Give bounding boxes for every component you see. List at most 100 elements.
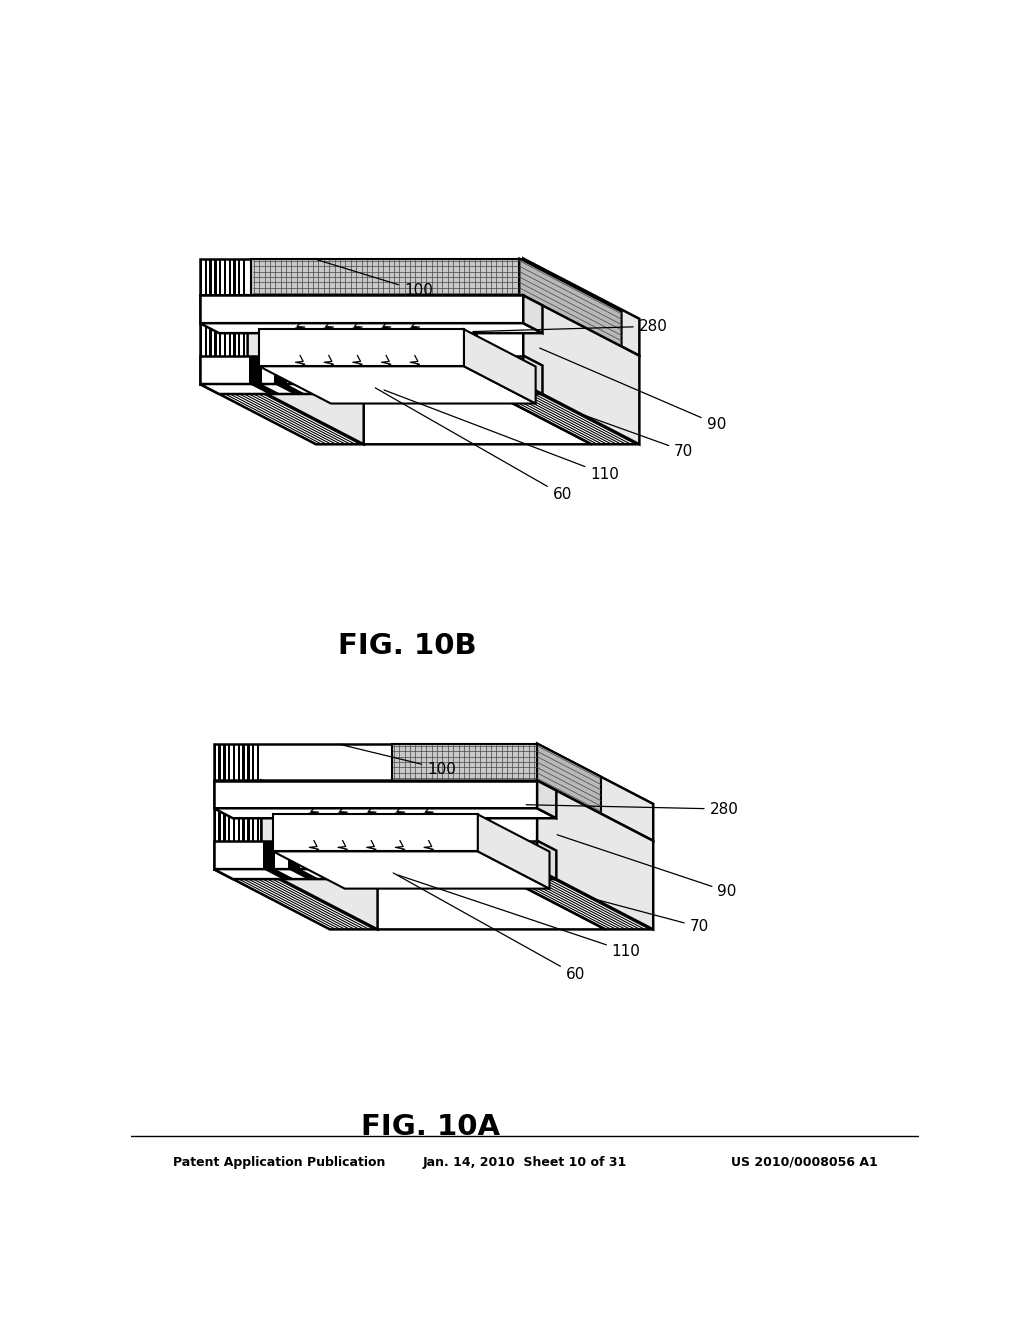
Polygon shape	[362, 869, 394, 879]
Polygon shape	[248, 384, 592, 445]
Text: US 2010/0008056 A1: US 2010/0008056 A1	[731, 1155, 878, 1168]
Polygon shape	[257, 869, 375, 929]
Polygon shape	[223, 259, 226, 296]
Polygon shape	[324, 384, 355, 393]
Polygon shape	[214, 780, 538, 808]
Polygon shape	[228, 296, 230, 384]
Polygon shape	[252, 780, 371, 841]
Polygon shape	[243, 743, 245, 780]
Polygon shape	[299, 384, 331, 393]
Polygon shape	[374, 355, 386, 384]
Polygon shape	[518, 869, 637, 929]
Polygon shape	[489, 384, 608, 445]
Polygon shape	[362, 841, 376, 869]
Text: 70: 70	[584, 414, 693, 458]
Polygon shape	[338, 841, 350, 869]
Polygon shape	[499, 869, 617, 929]
Polygon shape	[495, 869, 612, 929]
Polygon shape	[391, 743, 538, 780]
Polygon shape	[232, 780, 236, 869]
Polygon shape	[228, 780, 346, 841]
Polygon shape	[480, 384, 599, 445]
Polygon shape	[523, 259, 639, 356]
Polygon shape	[238, 780, 356, 841]
Polygon shape	[374, 384, 406, 393]
Polygon shape	[218, 743, 221, 780]
Polygon shape	[509, 869, 627, 929]
Polygon shape	[238, 743, 240, 780]
Polygon shape	[518, 384, 637, 445]
Polygon shape	[200, 296, 203, 384]
Polygon shape	[399, 355, 412, 384]
Polygon shape	[538, 841, 556, 879]
Polygon shape	[504, 384, 623, 445]
Polygon shape	[349, 355, 361, 384]
Polygon shape	[523, 355, 543, 393]
Polygon shape	[252, 743, 254, 780]
Polygon shape	[388, 869, 420, 879]
Polygon shape	[243, 296, 361, 356]
Polygon shape	[424, 384, 456, 393]
Polygon shape	[247, 780, 366, 841]
Polygon shape	[475, 384, 594, 445]
Polygon shape	[243, 296, 245, 384]
Polygon shape	[489, 869, 608, 929]
Polygon shape	[243, 780, 245, 869]
Polygon shape	[205, 296, 324, 356]
Polygon shape	[200, 384, 543, 393]
Polygon shape	[288, 869, 319, 879]
Polygon shape	[232, 780, 351, 841]
Polygon shape	[223, 384, 342, 445]
Polygon shape	[205, 384, 324, 445]
Polygon shape	[214, 869, 378, 929]
Polygon shape	[463, 841, 475, 869]
Polygon shape	[514, 384, 632, 445]
Polygon shape	[223, 296, 342, 356]
Polygon shape	[261, 780, 378, 929]
Polygon shape	[210, 259, 212, 296]
Polygon shape	[475, 384, 639, 445]
Polygon shape	[200, 355, 523, 384]
Polygon shape	[228, 384, 347, 445]
Polygon shape	[228, 743, 230, 780]
Polygon shape	[228, 259, 230, 296]
Polygon shape	[257, 780, 375, 841]
Polygon shape	[257, 743, 259, 780]
Text: 110: 110	[384, 389, 620, 482]
Polygon shape	[252, 780, 254, 869]
Polygon shape	[388, 841, 400, 869]
Text: 280: 280	[473, 318, 668, 334]
Polygon shape	[238, 296, 241, 384]
Polygon shape	[413, 869, 444, 879]
Polygon shape	[538, 780, 556, 818]
Polygon shape	[500, 384, 617, 445]
Polygon shape	[218, 869, 337, 929]
Polygon shape	[214, 780, 216, 869]
Polygon shape	[313, 841, 326, 869]
Polygon shape	[200, 384, 364, 445]
Polygon shape	[238, 259, 241, 296]
Polygon shape	[238, 780, 240, 869]
Polygon shape	[200, 296, 318, 356]
Polygon shape	[338, 869, 370, 879]
Polygon shape	[413, 841, 425, 869]
Polygon shape	[214, 296, 216, 384]
Polygon shape	[463, 869, 495, 879]
Polygon shape	[219, 296, 221, 384]
Polygon shape	[219, 296, 338, 356]
Polygon shape	[247, 869, 366, 929]
Polygon shape	[247, 743, 250, 780]
Polygon shape	[200, 296, 248, 384]
Polygon shape	[214, 259, 216, 296]
Polygon shape	[205, 296, 207, 384]
Polygon shape	[238, 384, 356, 445]
Polygon shape	[210, 296, 212, 384]
Polygon shape	[252, 296, 622, 348]
Text: 60: 60	[375, 388, 571, 503]
Polygon shape	[449, 384, 480, 393]
Polygon shape	[200, 323, 543, 333]
Polygon shape	[214, 780, 261, 869]
Polygon shape	[214, 743, 216, 780]
Polygon shape	[214, 296, 333, 356]
Polygon shape	[538, 743, 653, 841]
